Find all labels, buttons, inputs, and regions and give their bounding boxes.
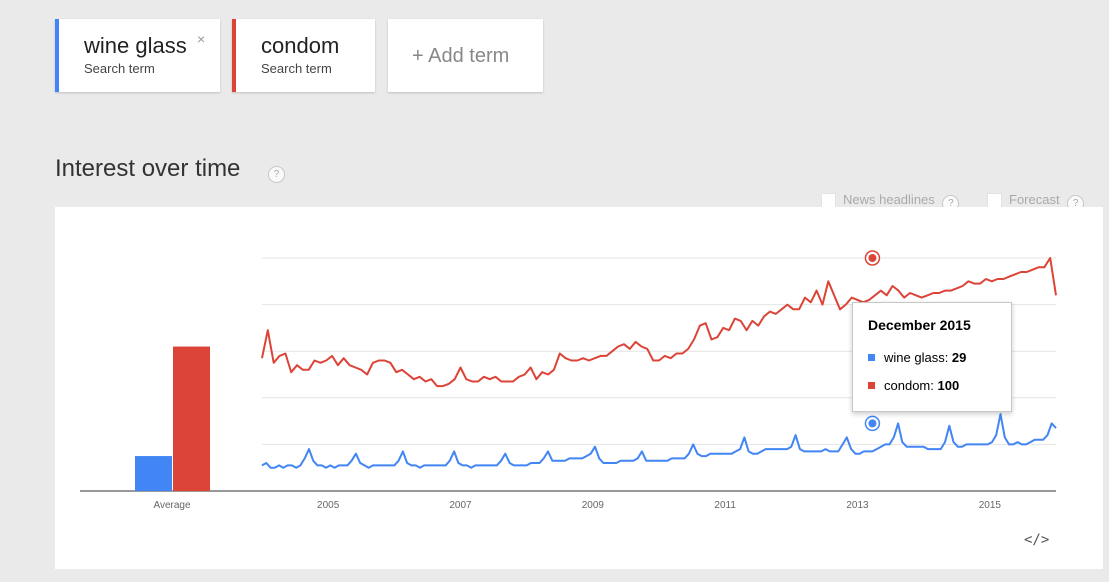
embed-code-icon[interactable]: </> — [1024, 532, 1050, 548]
series-line-wine-glass — [261, 413, 1057, 469]
news-headlines-checkbox[interactable] — [821, 193, 836, 208]
add-term-button[interactable]: + Add term — [388, 19, 543, 92]
highlight-point-condom — [868, 254, 877, 262]
tooltip-row-condom: condom: 100 — [868, 378, 959, 393]
term-name-condom: condom — [261, 33, 340, 58]
x-tick-label: 2011 — [714, 500, 736, 511]
add-term-label: + Add term — [412, 45, 510, 67]
close-icon[interactable]: × — [197, 31, 206, 47]
legend-swatch — [868, 354, 875, 362]
forecast-checkbox[interactable] — [987, 193, 1002, 208]
term-card-wine-glass[interactable]: wine glass × Search term — [55, 19, 220, 92]
series-line-condom — [261, 257, 1057, 388]
average-bar-wine-glass — [135, 456, 172, 491]
x-tick-label: 2013 — [846, 500, 869, 511]
term-subtitle: Search term — [261, 61, 332, 76]
x-tick-label: 2009 — [582, 500, 605, 511]
x-tick-label: 2007 — [449, 500, 472, 511]
interest-chart: Average 2005 2007 2009 2011 2013 2015 — [80, 250, 1057, 511]
help-icon[interactable]: ? — [268, 166, 285, 183]
x-tick-label: 2015 — [979, 500, 1002, 511]
x-tick-label: 2005 — [317, 500, 340, 511]
legend-swatch — [868, 382, 875, 390]
section-title: Interest over time — [55, 155, 241, 182]
term-card-condom[interactable]: condom Search term — [232, 19, 375, 92]
chart-panel: Average 2005 2007 2009 2011 2013 2015 December… — [55, 207, 1103, 569]
tooltip-row-wine-glass: wine glass: 29 — [868, 350, 966, 365]
chart-tooltip: December 2015 wine glass: 29 condom: 100 — [852, 302, 1012, 412]
average-bar-condom — [173, 346, 210, 491]
highlight-point-wine-glass — [868, 419, 877, 428]
average-label: Average — [153, 500, 191, 511]
term-subtitle: Search term — [84, 61, 155, 76]
tooltip-title: December 2015 — [868, 317, 971, 333]
term-name-wine-glass: wine glass — [84, 33, 187, 58]
